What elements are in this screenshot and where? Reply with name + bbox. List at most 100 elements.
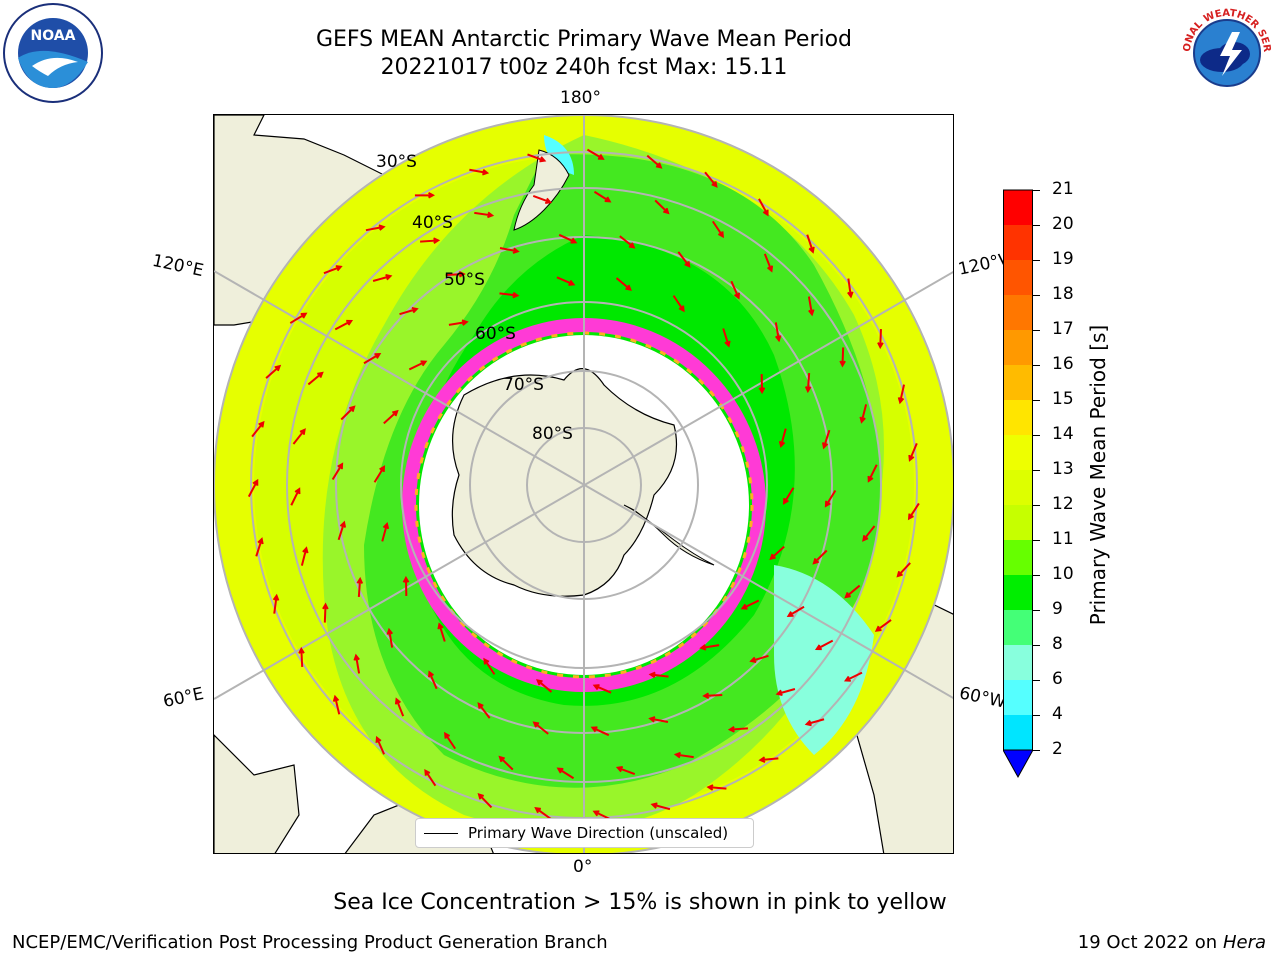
colorbar-block (1003, 645, 1033, 680)
wave-direction-arrow (650, 802, 671, 811)
wave-direction-arrow (353, 653, 361, 674)
wave-direction-arrow (532, 195, 553, 204)
new-zealand-land (513, 149, 570, 231)
wave-direction-arrow (448, 319, 469, 326)
wave-direction-arrow (424, 768, 437, 787)
wave-direction-arrow (445, 270, 466, 278)
colorbar-block (1003, 680, 1033, 715)
wave-direction-arrow (648, 716, 669, 723)
lat-label-80s: 80°S (532, 424, 573, 444)
colorbar-tick-label: 16 (1052, 354, 1074, 374)
colorbar-tick-label: 12 (1052, 494, 1074, 514)
colorbar-label: Primary Wave Mean Period [s] (1086, 324, 1110, 626)
wave-direction-arrow (292, 428, 306, 445)
wave-direction-arrows (247, 148, 920, 821)
map-panel (213, 114, 954, 854)
lat-label-60s: 60°S (475, 324, 516, 344)
wave-direction-arrow (332, 694, 341, 715)
wave-direction-arrow (340, 405, 356, 421)
colorbar-tick-mark (1033, 330, 1040, 331)
wave-direction-arrow (908, 442, 918, 462)
lon-label-60e: 60°E (161, 683, 206, 713)
wave-direction-arrow (814, 639, 834, 651)
wave-direction-arrow (394, 697, 405, 717)
chart-title: GEFS MEAN Antarctic Primary Wave Mean Pe… (315, 27, 853, 52)
colorbar-tick-mark (1033, 610, 1040, 611)
wave-direction-arrow (375, 735, 386, 755)
wave-direction-arrow (556, 276, 576, 286)
colorbar-tick-label: 14 (1052, 424, 1074, 444)
wave-direction-arrow (758, 374, 766, 395)
colorbar-tick-mark (1033, 715, 1040, 716)
wave-direction-arrow (558, 233, 578, 244)
wave-direction-arrow (859, 404, 868, 424)
colorbar-block (1003, 260, 1033, 295)
wave-direction-arrow (711, 220, 724, 239)
legend-label: Primary Wave Direction (unscaled) (468, 824, 729, 842)
colorbar-block (1003, 190, 1033, 225)
colorbar-tick-label: 13 (1052, 459, 1074, 479)
colorbar-tick-mark (1033, 470, 1040, 471)
lon-label-180: 180° (560, 88, 601, 108)
map-legend: Primary Wave Direction (unscaled) (415, 818, 754, 848)
wave-direction-arrow (769, 545, 785, 561)
wave-direction-arrow (699, 644, 720, 651)
wave-direction-arrow (907, 502, 920, 521)
colorbar-tick-label: 6 (1052, 669, 1063, 689)
nws-logo: NATIONAL WEATHER SERVICE (1176, 2, 1276, 102)
wave-direction-arrow (593, 190, 612, 203)
wave-direction-arrow (722, 328, 731, 348)
colorbar-tick-mark (1033, 435, 1040, 436)
wave-direction-arrow (247, 478, 259, 498)
wave-direction-arrow (706, 784, 727, 791)
wave-direction-arrow (383, 409, 399, 425)
wave-direction-arrow (806, 234, 815, 254)
wave-direction-arrow (867, 464, 878, 483)
wave-direction-arrow (740, 599, 760, 610)
colorbar-tick-mark (1033, 400, 1040, 401)
colorbar-tick-label: 15 (1052, 389, 1074, 409)
wave-direction-arrow (615, 766, 636, 775)
wave-direction-arrow (498, 755, 514, 771)
wave-direction-arrow (323, 265, 343, 275)
colorbar-tick-label: 10 (1052, 564, 1074, 584)
wave-direction-arrow (527, 153, 547, 163)
wave-direction-arrow (874, 619, 892, 632)
colorbar-tick-mark (1033, 645, 1040, 646)
wave-direction-arrow (437, 622, 446, 642)
colorbar-tick-label: 20 (1052, 214, 1074, 234)
wave-direction-arrow (300, 546, 309, 566)
colorbar-tick-mark (1033, 575, 1040, 576)
wave-direction-arrow (474, 211, 495, 219)
colorbar-frame (1003, 189, 1033, 751)
wave-direction-arrow (477, 792, 493, 809)
wave-direction-arrow (897, 384, 906, 405)
wave-direction-arrow (758, 198, 769, 217)
legend-line-swatch (424, 832, 458, 834)
wave-direction-arrow (672, 295, 685, 313)
wave-direction-arrow (786, 605, 805, 617)
wave-direction-arrow (586, 148, 605, 160)
lon-label-120e: 120°E (150, 250, 206, 282)
colorbar-block (1003, 295, 1033, 330)
colorbar-tick-mark (1033, 750, 1040, 751)
noaa-logo: NOAA (3, 3, 103, 103)
lat-label-40s: 40°S (412, 213, 453, 233)
wave-direction-arrow (556, 767, 575, 780)
wave-direction-arrow (749, 654, 769, 664)
wave-direction-arrow (702, 692, 723, 700)
wave-direction-arrow (843, 671, 863, 682)
wave-direction-arrow (420, 237, 441, 244)
wave-direction-arrow (532, 721, 549, 735)
colorbar-block (1003, 330, 1033, 365)
wave-direction-arrow (782, 487, 795, 505)
colorbar-tick-mark (1033, 540, 1040, 541)
colorbar-tick-mark (1033, 190, 1040, 191)
colorbar-tick-mark (1033, 260, 1040, 261)
wave-direction-arrow (774, 322, 782, 343)
wave-direction-arrow (804, 718, 825, 727)
wave-direction-arrow (399, 306, 419, 316)
wave-direction-arrow (427, 670, 438, 690)
wave-direction-arrow (386, 627, 394, 648)
colorbar-extend-triangle (1003, 749, 1033, 779)
